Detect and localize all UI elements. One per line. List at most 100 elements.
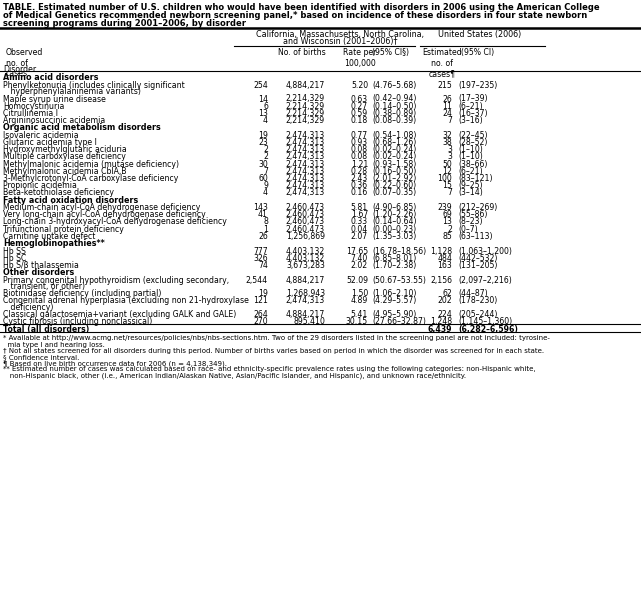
Text: (50.67–53.55): (50.67–53.55) bbox=[372, 275, 426, 285]
Text: 2,474,313: 2,474,313 bbox=[286, 145, 325, 154]
Text: Estimated
no. of
cases¶: Estimated no. of cases¶ bbox=[422, 48, 462, 78]
Text: 5.20: 5.20 bbox=[351, 81, 368, 90]
Text: 2,460,473: 2,460,473 bbox=[286, 203, 325, 212]
Text: (22–45): (22–45) bbox=[458, 131, 488, 140]
Text: ¶ Based on live birth occurrence data for 2006 (n = 4,138,349).: ¶ Based on live birth occurrence data fo… bbox=[3, 360, 227, 367]
Text: 7.40: 7.40 bbox=[351, 254, 368, 263]
Text: 0.77: 0.77 bbox=[351, 131, 368, 140]
Text: and Wisconsin (2001–2006)†: and Wisconsin (2001–2006)† bbox=[283, 37, 397, 46]
Text: 0.59: 0.59 bbox=[351, 109, 368, 118]
Text: 13: 13 bbox=[258, 109, 268, 118]
Text: 4.89: 4.89 bbox=[351, 296, 368, 305]
Text: (95% CI§): (95% CI§) bbox=[372, 48, 408, 57]
Text: 13: 13 bbox=[442, 217, 452, 226]
Text: (1–10): (1–10) bbox=[458, 152, 483, 162]
Text: (6,282–6,596): (6,282–6,596) bbox=[458, 326, 518, 334]
Text: 1.67: 1.67 bbox=[351, 211, 368, 219]
Text: 0.04: 0.04 bbox=[351, 225, 368, 234]
Text: (28–52): (28–52) bbox=[458, 138, 487, 147]
Text: 2,214,329: 2,214,329 bbox=[286, 109, 325, 118]
Text: California, Massachusetts, North Carolina,: California, Massachusetts, North Carolin… bbox=[256, 30, 424, 39]
Text: 60: 60 bbox=[258, 174, 268, 183]
Text: Carnitine uptake defect: Carnitine uptake defect bbox=[3, 232, 96, 241]
Text: 2,156: 2,156 bbox=[430, 275, 452, 285]
Text: (0.68–1.26): (0.68–1.26) bbox=[372, 138, 416, 147]
Text: Beta-ketothiolase deficiency: Beta-ketothiolase deficiency bbox=[3, 188, 114, 198]
Text: Isovaleric acidemia: Isovaleric acidemia bbox=[3, 131, 79, 140]
Text: 26: 26 bbox=[442, 94, 452, 103]
Text: 19: 19 bbox=[258, 131, 268, 140]
Text: 0.08: 0.08 bbox=[351, 152, 368, 162]
Text: 2: 2 bbox=[263, 145, 268, 154]
Text: Very long-chain acyl-CoA dehydrogenase deficiency: Very long-chain acyl-CoA dehydrogenase d… bbox=[3, 211, 206, 219]
Text: 6,439: 6,439 bbox=[428, 326, 452, 334]
Text: Multiple carboxylase deficiency: Multiple carboxylase deficiency bbox=[3, 152, 126, 162]
Text: mia type I and hearing loss.: mia type I and hearing loss. bbox=[3, 341, 105, 348]
Text: (4.95–5.90): (4.95–5.90) bbox=[372, 310, 416, 319]
Text: 163: 163 bbox=[437, 261, 452, 270]
Text: (8–23): (8–23) bbox=[458, 217, 483, 226]
Text: 30.15: 30.15 bbox=[346, 317, 368, 326]
Text: Homocystinuria: Homocystinuria bbox=[3, 102, 64, 111]
Text: 202: 202 bbox=[437, 296, 452, 305]
Text: Propionic acidemia: Propionic acidemia bbox=[3, 181, 77, 190]
Text: Organic acid metabolism disorders: Organic acid metabolism disorders bbox=[3, 123, 161, 132]
Text: 7: 7 bbox=[447, 188, 452, 198]
Text: † Not all states screened for all disorders during this period. Number of births: † Not all states screened for all disord… bbox=[3, 348, 544, 354]
Text: of Medical Genetics recommended newborn screening panel,* based on incidence of : of Medical Genetics recommended newborn … bbox=[3, 11, 587, 20]
Text: 0.18: 0.18 bbox=[351, 116, 368, 125]
Text: (17–39): (17–39) bbox=[458, 94, 488, 103]
Text: 3,673,283: 3,673,283 bbox=[286, 261, 325, 270]
Text: (1–10): (1–10) bbox=[458, 145, 483, 154]
Text: (6–21): (6–21) bbox=[458, 102, 483, 111]
Text: 4,403,132: 4,403,132 bbox=[286, 254, 325, 263]
Text: 143: 143 bbox=[253, 203, 268, 212]
Text: 2.02: 2.02 bbox=[351, 261, 368, 270]
Text: (3–16): (3–16) bbox=[458, 116, 483, 125]
Text: (1.35–3.03): (1.35–3.03) bbox=[372, 232, 416, 241]
Text: 69: 69 bbox=[442, 211, 452, 219]
Text: (4.76–5.68): (4.76–5.68) bbox=[372, 81, 416, 90]
Text: (38–66): (38–66) bbox=[458, 160, 487, 168]
Text: Hemoglobinopathies**: Hemoglobinopathies** bbox=[3, 239, 104, 248]
Text: 62: 62 bbox=[442, 289, 452, 298]
Text: 5.81: 5.81 bbox=[351, 203, 368, 212]
Text: (1.20–2.26): (1.20–2.26) bbox=[372, 211, 416, 219]
Text: 24: 24 bbox=[442, 109, 452, 118]
Text: (442–532): (442–532) bbox=[458, 254, 497, 263]
Text: 1.21: 1.21 bbox=[351, 160, 368, 168]
Text: 15: 15 bbox=[442, 181, 452, 190]
Text: 2,460,473: 2,460,473 bbox=[286, 225, 325, 234]
Text: 52.09: 52.09 bbox=[346, 275, 368, 285]
Text: 3: 3 bbox=[447, 145, 452, 154]
Text: (9–25): (9–25) bbox=[458, 181, 483, 190]
Text: (0.02–0.24): (0.02–0.24) bbox=[372, 145, 416, 154]
Text: 895,410: 895,410 bbox=[293, 317, 325, 326]
Text: 224: 224 bbox=[437, 310, 452, 319]
Text: ** Estimated number of cases was calculated based on race- and ethnicity-specifi: ** Estimated number of cases was calcula… bbox=[3, 367, 536, 373]
Text: 2,474,313: 2,474,313 bbox=[286, 296, 325, 305]
Text: 17.65: 17.65 bbox=[346, 247, 368, 256]
Text: Amino acid disorders: Amino acid disorders bbox=[3, 73, 99, 83]
Text: 0.93: 0.93 bbox=[351, 138, 368, 147]
Text: 0.36: 0.36 bbox=[351, 181, 368, 190]
Text: 32: 32 bbox=[442, 131, 452, 140]
Text: 4,884,217: 4,884,217 bbox=[286, 275, 325, 285]
Text: 3-Methylcrotonyl-CoA carboxylase deficiency: 3-Methylcrotonyl-CoA carboxylase deficie… bbox=[3, 174, 178, 183]
Text: (0.00–0.23): (0.00–0.23) bbox=[372, 225, 416, 234]
Text: 50: 50 bbox=[442, 160, 452, 168]
Text: (4.90–6.85): (4.90–6.85) bbox=[372, 203, 416, 212]
Text: (1,145–1,360): (1,145–1,360) bbox=[458, 317, 512, 326]
Text: United States (2006): United States (2006) bbox=[438, 30, 522, 39]
Text: (0.54–1.08): (0.54–1.08) bbox=[372, 131, 417, 140]
Text: 19: 19 bbox=[258, 289, 268, 298]
Text: 2,474,313: 2,474,313 bbox=[286, 138, 325, 147]
Text: 1.50: 1.50 bbox=[351, 289, 368, 298]
Text: non-Hispanic black, other (i.e., American Indian/Alaskan Native, Asian/Pacific I: non-Hispanic black, other (i.e., America… bbox=[3, 373, 466, 379]
Text: (0.02–0.24): (0.02–0.24) bbox=[372, 152, 416, 162]
Text: 4,884,217: 4,884,217 bbox=[286, 310, 325, 319]
Text: Hb S/β thalassemia: Hb S/β thalassemia bbox=[3, 261, 79, 270]
Text: Hydroxymethylglutaric aciduria: Hydroxymethylglutaric aciduria bbox=[3, 145, 127, 154]
Text: 2,214,329: 2,214,329 bbox=[286, 102, 325, 111]
Text: Other disorders: Other disorders bbox=[3, 268, 74, 277]
